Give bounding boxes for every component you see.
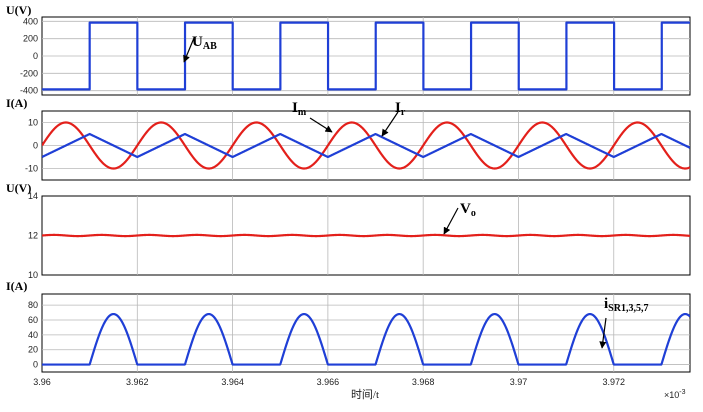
series-ir [42, 121, 690, 170]
panel-4-isr: 80 60 40 20 0 [28, 293, 691, 373]
x-tick-label: 3.968 [412, 377, 435, 387]
panel-3-ylabel: U(V) [6, 181, 31, 195]
panel-1-uab: 400 200 0 -200 -400 [20, 16, 691, 96]
annotation-vo: Vo [460, 201, 476, 219]
series-vo [42, 233, 690, 238]
x-axis-label: 时间/t [351, 388, 379, 401]
y-tick-label: 10 [28, 118, 38, 128]
y-tick-label: 40 [28, 330, 38, 340]
y-tick-label: 60 [28, 315, 38, 325]
x-tick-label: 3.972 [602, 377, 625, 387]
y-tick-label: -400 [20, 86, 38, 96]
y-tick-label: 10 [28, 270, 38, 280]
x-axis-ticks: 3.96 3.962 3.964 3.966 3.968 3.97 3.972 [33, 377, 625, 387]
panel-frame [41, 293, 691, 373]
panel-2-currents: 10 0 -10 [25, 110, 691, 181]
x-tick-label: 3.962 [126, 377, 149, 387]
arrow-ir [381, 111, 399, 137]
y-tick-label: 400 [23, 16, 38, 26]
arrow-uab [183, 37, 195, 63]
series-im [42, 132, 690, 159]
y-tick-label: 200 [23, 34, 38, 44]
x-tick-label: 3.96 [33, 377, 51, 387]
x-axis-exponent: ×10-3 [664, 389, 686, 400]
y-tick-label: 0 [33, 141, 38, 151]
y-tick-label: -200 [20, 68, 38, 78]
series-uab [42, 21, 690, 91]
arrow-vo [443, 207, 459, 235]
series-isr1-3-5-7 [42, 312, 690, 366]
annotation-isr: iSR1,3,5,7 [604, 296, 648, 314]
panel-2-ylabel: I(A) [6, 96, 27, 110]
x-tick-label: 3.964 [221, 377, 244, 387]
x-tick-label: 3.97 [510, 377, 528, 387]
y-tick-label: 80 [28, 300, 38, 310]
arrow-isr [599, 317, 607, 349]
y-tick-label: 0 [33, 51, 38, 61]
y-tick-label: -10 [25, 164, 38, 174]
y-tick-label: 0 [33, 360, 38, 370]
annotation-im: Im [292, 100, 307, 118]
y-tick-label: 20 [28, 345, 38, 355]
annotations: UAB Im Ir Vo iSR1,3,5,7 [183, 34, 648, 349]
annotation-uab: UAB [192, 34, 217, 52]
panel-3-vo: 14 12 10 [28, 191, 691, 280]
arrow-im [309, 117, 333, 133]
panel-4-ylabel: I(A) [6, 279, 27, 293]
panel-1-ylabel: U(V) [6, 3, 31, 17]
y-tick-label: 12 [28, 231, 38, 241]
annotation-ir: Ir [395, 100, 406, 118]
y-tick-label: 14 [28, 191, 38, 201]
x-tick-label: 3.966 [317, 377, 340, 387]
